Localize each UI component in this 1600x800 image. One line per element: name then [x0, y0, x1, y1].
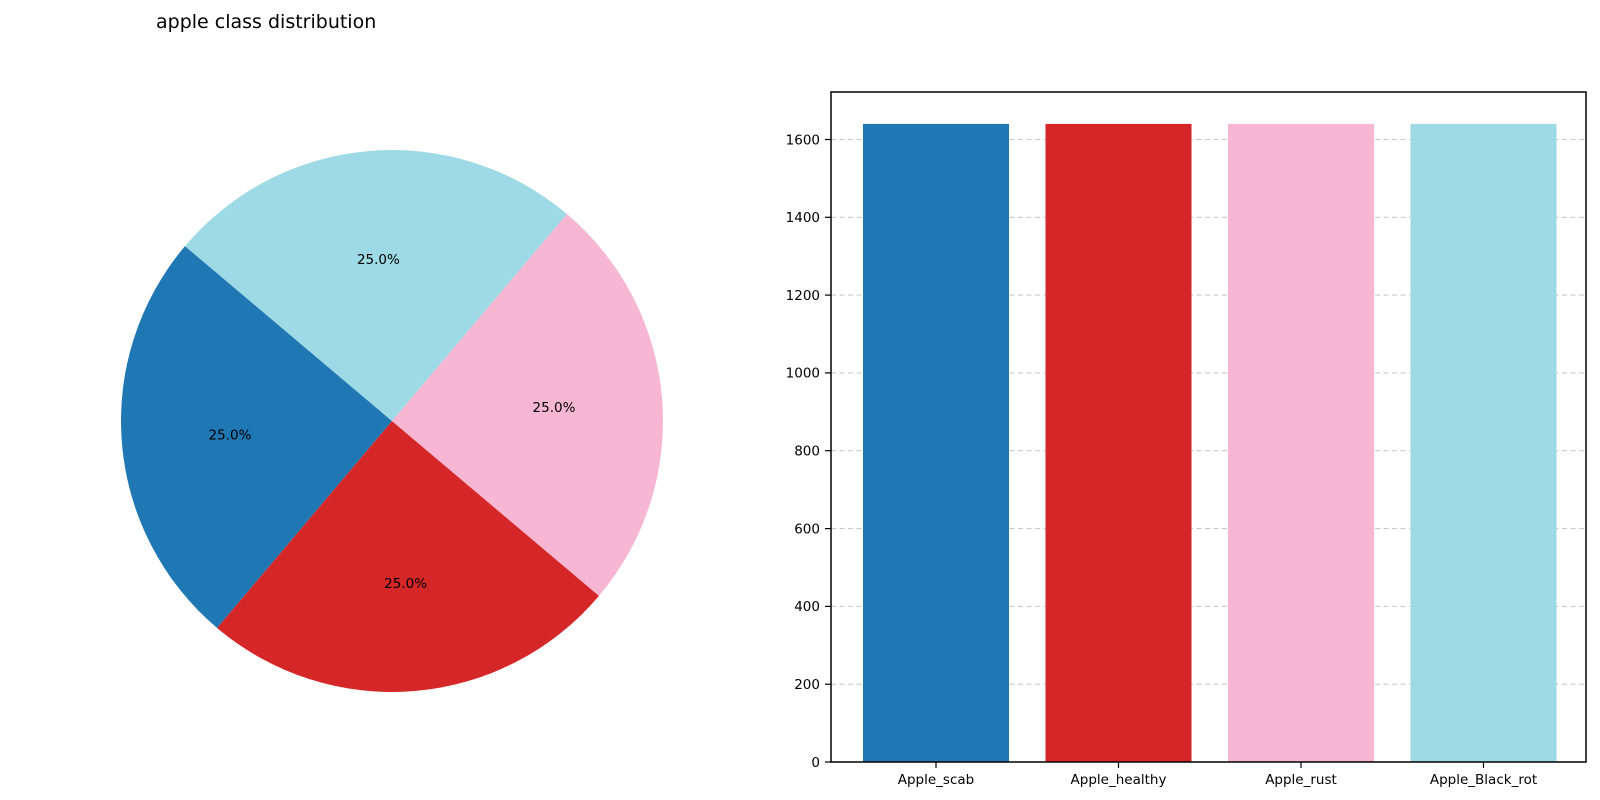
y-tick-label: 800 [794, 444, 820, 460]
y-tick-label: 1400 [786, 210, 820, 226]
pie-slice-Apple_scab [121, 246, 392, 628]
x-tick-label: Apple_Black_rot [1430, 772, 1537, 788]
x-tick-label: Apple_healthy [1071, 772, 1167, 788]
y-tick-label: 0 [811, 755, 820, 771]
y-tick-label: 400 [794, 599, 820, 615]
y-tick-label: 600 [794, 521, 820, 537]
pie-slice-Apple_rust [392, 214, 663, 596]
pie-slice-label: 25.0% [533, 400, 576, 416]
pie-slice-label: 25.0% [209, 427, 252, 443]
axes-frame [830, 91, 1587, 763]
x-tick-label: Apple_scab [898, 772, 974, 788]
pie-slice-Apple_healthy [217, 421, 599, 692]
pie-slice-Apple_Black_rot [185, 150, 567, 421]
bar-Apple_healthy [1045, 123, 1192, 762]
bar-Apple_scab [863, 123, 1009, 762]
y-tick-label: 1000 [786, 366, 820, 382]
y-tick-label: 200 [794, 677, 820, 693]
x-tick-label: Apple_rust [1265, 772, 1337, 788]
y-tick-label: 1200 [786, 288, 820, 304]
pie-slice-label: 25.0% [357, 252, 400, 268]
y-tick-label: 1600 [786, 132, 820, 148]
bar-Apple_rust [1228, 123, 1374, 762]
pie-chart-title: apple class distribution [156, 11, 377, 33]
bar-Apple_Black_rot [1410, 123, 1557, 762]
pie-slice-label: 25.0% [384, 576, 427, 592]
